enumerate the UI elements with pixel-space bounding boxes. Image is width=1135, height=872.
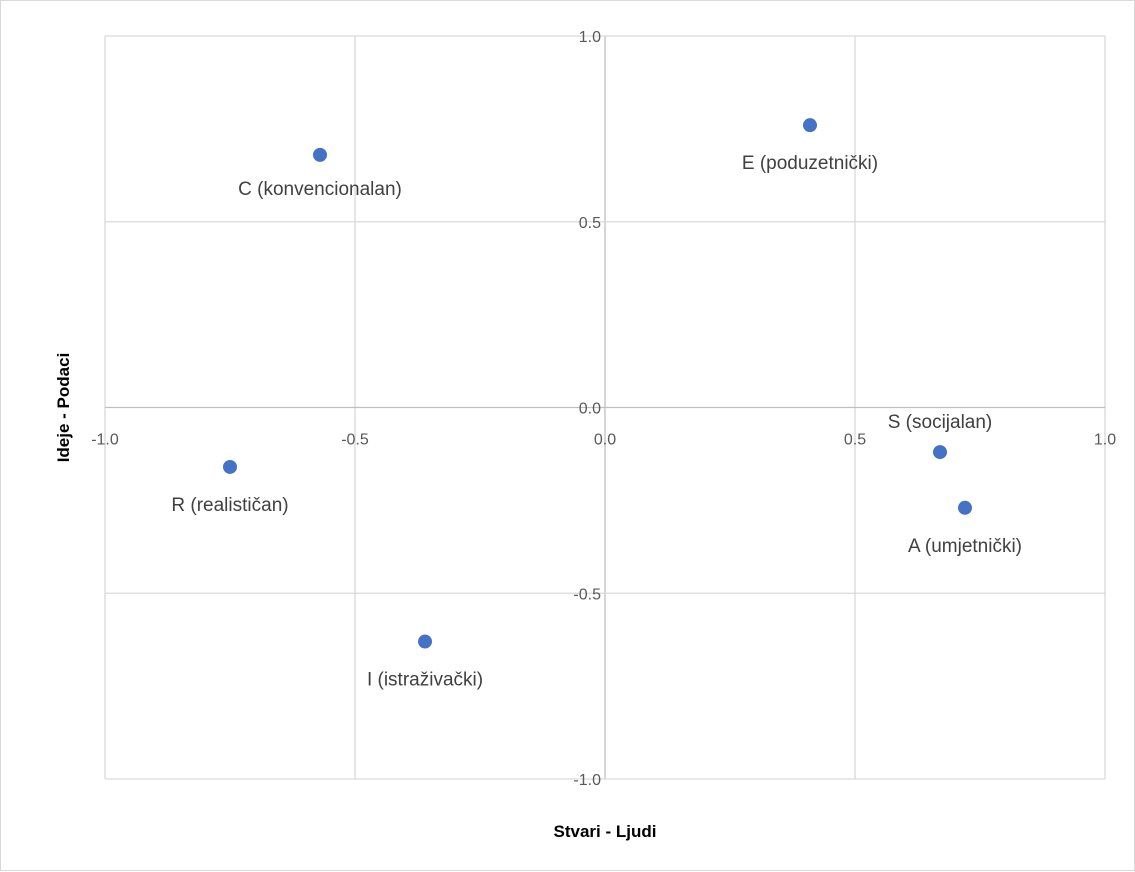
data-point — [933, 445, 947, 460]
data-point-label: S (socijalan) — [888, 412, 993, 433]
data-point — [418, 634, 432, 649]
data-point-label: C (konvencionalan) — [238, 179, 402, 200]
data-label-layer: R (realističan) I (istraživački) A (umjetn… — [171, 153, 1022, 690]
y-axis-title: Ideje - Podaci — [54, 353, 73, 463]
data-point — [223, 459, 237, 474]
x-tick-label: -1.0 — [91, 432, 119, 449]
y-tick-label: 0.5 — [579, 215, 601, 232]
tick-label-layer: -1.0 -0.5 0.0 0.5 1.0 -1.0 -0.5 0.0 0.5 1.0 — [91, 29, 1116, 789]
data-point — [803, 118, 817, 133]
x-tick-label: 1.0 — [1094, 432, 1116, 449]
data-point-label: A (umjetnički) — [908, 536, 1022, 557]
x-axis-title: Stvari - Ljudi — [554, 822, 657, 841]
data-point-label: R (realističan) — [171, 495, 288, 516]
y-tick-label: -1.0 — [573, 772, 601, 789]
x-tick-label: 0.5 — [844, 432, 866, 449]
grid-layer — [104, 35, 1106, 780]
x-tick-label: -0.5 — [341, 432, 369, 449]
x-tick-label: 0.0 — [594, 432, 616, 449]
y-tick-label: -0.5 — [573, 586, 601, 603]
data-point — [313, 147, 327, 162]
data-point-label: E (poduzetnički) — [742, 153, 878, 174]
y-tick-label: 1.0 — [579, 29, 601, 46]
data-point-layer — [223, 118, 972, 649]
data-point-label: I (istraživački) — [367, 670, 483, 691]
y-tick-label: 0.0 — [579, 401, 601, 418]
data-point — [958, 500, 972, 515]
